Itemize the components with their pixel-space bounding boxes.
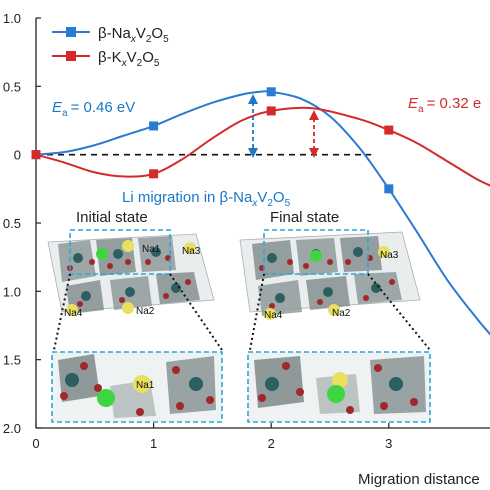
legend-marker-k (66, 51, 76, 61)
svg-text:Na4: Na4 (264, 310, 283, 321)
data-point (384, 184, 394, 194)
y-tick-label: 1.0 (3, 11, 21, 26)
final-structure: Na3 Na4 Na2 (239, 229, 431, 351)
series-markers (31, 87, 394, 194)
initial-structure: Na1 Na3 Na4 Na2 (47, 229, 223, 351)
x-tick-label: 0 (32, 436, 39, 451)
y-tick-label: 0.5 (3, 79, 21, 94)
data-point (149, 169, 159, 179)
y-tick-label: 2.0 (3, 421, 21, 436)
data-point (149, 121, 159, 131)
svg-text:Na3: Na3 (380, 250, 399, 261)
inset-title: Li migration in β-NaxV2O5 (122, 189, 291, 209)
y-tick-label: 1.5 (3, 353, 21, 368)
svg-text:Na2: Na2 (332, 308, 351, 319)
zoom-final (247, 351, 431, 423)
x-tick-label: 3 (385, 436, 392, 451)
ea-arrow-na (248, 94, 258, 158)
x-tick-label: 1 (150, 436, 157, 451)
series-line-na (35, 90, 490, 336)
series-line-k (35, 106, 490, 187)
ea-left-label: Ea = 0.46 eV (52, 99, 135, 119)
y-tick-label: 1.0 (3, 284, 21, 299)
final-state-label: Final state (270, 209, 339, 226)
x-tick-label: 2 (268, 436, 275, 451)
data-point (384, 125, 394, 135)
initial-state-label: Initial state (76, 209, 148, 226)
y-ticks: 1.0 0.5 0 0.5 1.0 1.5 2.0 (3, 11, 41, 436)
legend-label-k: β-KxV2O5 (98, 49, 160, 69)
svg-text:Na1: Na1 (142, 244, 161, 255)
data-point (266, 87, 276, 97)
data-point (266, 106, 276, 116)
x-axis-label: Migration distance (358, 471, 480, 488)
ea-arrow-k (309, 110, 319, 158)
zoom-initial: Na1 (51, 351, 223, 423)
ea-right-label: Ea = 0.32 e (408, 95, 481, 115)
svg-text:Na1: Na1 (136, 380, 155, 391)
legend: β-NaxV2O5 β-KxV2O5 (52, 25, 169, 69)
y-tick-label: 0 (14, 148, 21, 163)
legend-label-na: β-NaxV2O5 (98, 25, 169, 45)
x-ticks: 0 1 2 3 (32, 423, 392, 451)
legend-marker-na (66, 27, 76, 37)
svg-text:Na2: Na2 (136, 306, 155, 317)
data-point (31, 150, 41, 160)
svg-text:Na4: Na4 (64, 308, 83, 319)
svg-text:Na3: Na3 (182, 246, 201, 257)
y-tick-label: 0.5 (3, 216, 21, 231)
